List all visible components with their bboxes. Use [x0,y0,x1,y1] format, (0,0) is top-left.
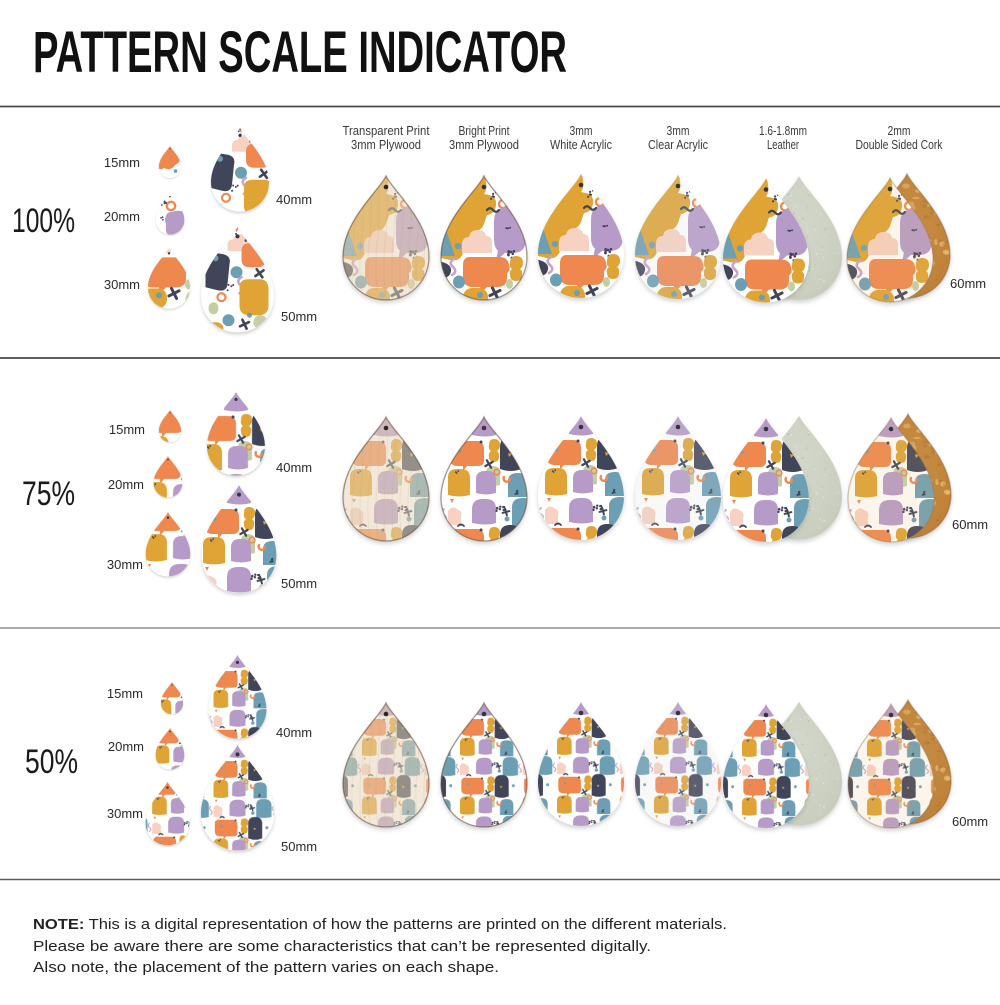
svg-text:15mm: 15mm [109,422,145,437]
svg-text:1.6-1.8mm: 1.6-1.8mm [759,123,807,138]
svg-text:15mm: 15mm [107,686,143,701]
svg-text:60mm: 60mm [952,517,988,532]
svg-text:30mm: 30mm [104,277,140,292]
svg-text:3mm: 3mm [570,123,593,138]
svg-text:PATTERN SCALE INDICATOR: PATTERN SCALE INDICATOR [33,20,567,85]
svg-text:20mm: 20mm [108,739,144,754]
svg-text:30mm: 30mm [107,806,143,821]
svg-text:NOTE: This is a digital repres: NOTE: This is a digital representation o… [33,917,727,933]
svg-text:20mm: 20mm [104,209,140,224]
svg-text:White Acrylic: White Acrylic [550,137,612,152]
svg-text:50mm: 50mm [281,309,317,324]
svg-text:40mm: 40mm [276,192,312,207]
svg-text:Also note, the placement of th: Also note, the placement of the pattern … [33,960,499,976]
svg-text:60mm: 60mm [952,814,988,829]
svg-text:30mm: 30mm [107,557,143,572]
svg-text:Double Sided Cork: Double Sided Cork [856,137,943,152]
svg-text:3mm Plywood: 3mm Plywood [351,137,421,152]
svg-text:Please be aware there are some: Please be aware there are some character… [33,939,651,955]
svg-text:Leather: Leather [767,137,799,152]
svg-text:20mm: 20mm [108,477,144,492]
svg-text:50%: 50% [25,743,78,781]
svg-text:50mm: 50mm [281,839,317,854]
svg-text:40mm: 40mm [276,460,312,475]
svg-text:3mm: 3mm [667,123,690,138]
svg-text:Clear Acrylic: Clear Acrylic [648,137,708,152]
svg-text:3mm Plywood: 3mm Plywood [449,137,519,152]
svg-text:Transparent Print: Transparent Print [343,123,430,138]
svg-text:15mm: 15mm [104,155,140,170]
svg-text:60mm: 60mm [950,276,986,291]
svg-text:40mm: 40mm [276,725,312,740]
svg-text:Bright Print: Bright Print [459,123,510,138]
svg-text:100%: 100% [12,202,75,240]
svg-text:50mm: 50mm [281,576,317,591]
svg-text:2mm: 2mm [888,123,911,138]
svg-text:75%: 75% [22,475,75,513]
